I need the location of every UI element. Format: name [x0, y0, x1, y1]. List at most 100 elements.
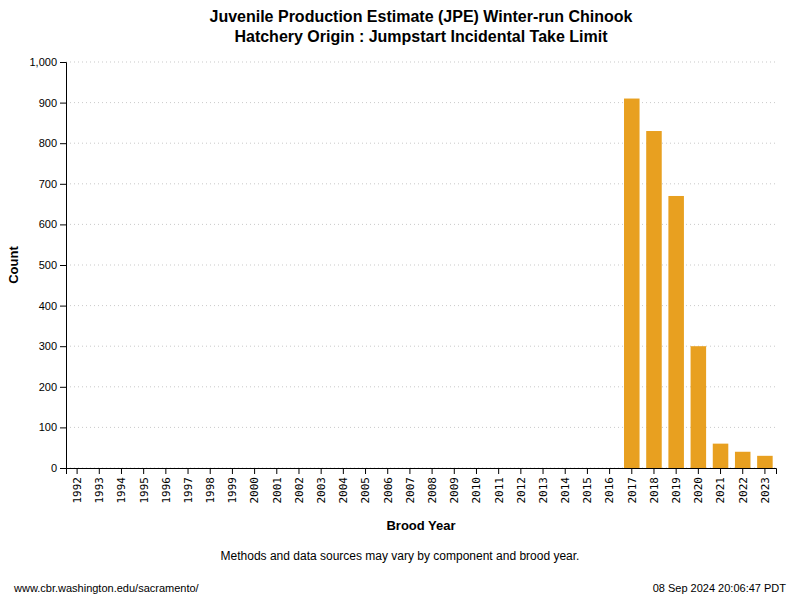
title: Juvenile Production Estimate (JPE) Winte… — [209, 8, 632, 25]
tick-label: 400 — [39, 300, 57, 312]
tick-mark — [60, 265, 66, 266]
tick-label: 2010 — [470, 477, 483, 504]
bar — [535, 468, 551, 469]
tick-mark — [143, 468, 144, 474]
tick-mark — [653, 468, 654, 474]
bar — [491, 468, 507, 469]
tick-mark — [520, 468, 521, 474]
tick-label: 2013 — [537, 477, 550, 504]
bar — [646, 131, 662, 468]
tick: 1993 — [93, 468, 106, 504]
tick-label: 2022 — [737, 477, 750, 504]
x-axis-label: Brood Year — [386, 518, 455, 533]
tick-mark — [60, 184, 66, 185]
tick: 2008 — [426, 468, 439, 504]
tick-mark — [60, 346, 66, 347]
bars — [624, 99, 773, 468]
tick: 1996 — [160, 468, 173, 504]
tick: 900 — [39, 97, 66, 109]
tick: 300 — [39, 340, 66, 352]
tick: 2003 — [315, 468, 328, 504]
tick-label: 1999 — [226, 477, 239, 504]
tick-mark — [254, 468, 255, 474]
tick-mark — [543, 468, 544, 474]
tick: 2009 — [448, 468, 461, 504]
bar — [247, 468, 263, 469]
bar — [202, 468, 218, 469]
tick-mark — [60, 143, 66, 144]
bar — [624, 99, 640, 468]
tick: 2022 — [737, 468, 750, 504]
tick: 2015 — [581, 468, 594, 504]
grid-line — [66, 183, 776, 184]
bar — [180, 468, 196, 469]
tick: 2020 — [692, 468, 705, 504]
tick-label: 700 — [39, 178, 57, 190]
bar — [757, 456, 773, 468]
tick-mark — [210, 468, 211, 474]
tick-mark — [764, 468, 765, 474]
tick: 2023 — [759, 468, 772, 504]
tick-mark — [365, 468, 366, 474]
tick-mark — [60, 62, 66, 63]
tick-label: 1992 — [71, 477, 84, 504]
source-url: www.cbr.washington.edu/sacramento/ — [13, 582, 200, 594]
tick-label: 2012 — [515, 477, 528, 504]
tick: 1992 — [71, 468, 84, 504]
tick-label: 2002 — [293, 477, 306, 504]
tick-label: 1998 — [204, 477, 217, 504]
tick: 400 — [39, 300, 66, 312]
tick-label: 2001 — [271, 477, 284, 504]
tick-label: 100 — [39, 421, 57, 433]
tick: 2011 — [493, 468, 506, 504]
tick-label: 2018 — [648, 477, 661, 504]
tick: 100 — [39, 421, 66, 433]
tick: 2014 — [559, 468, 572, 504]
tick: 2001 — [271, 468, 284, 504]
timestamp: 08 Sep 2024 20:06:47 PDT — [653, 582, 787, 594]
tick: 2007 — [404, 468, 417, 504]
tick: 200 — [39, 381, 66, 393]
tick-label: 2009 — [448, 477, 461, 504]
tick-mark — [409, 468, 410, 474]
tick: 2002 — [293, 468, 306, 504]
tick-label: 2016 — [603, 477, 616, 504]
tick-mark — [343, 468, 344, 474]
bar — [447, 468, 463, 469]
axis-line — [67, 469, 777, 475]
tick-mark — [298, 468, 299, 474]
tick-label: 2008 — [426, 477, 439, 504]
footnote: Methods and data sources may vary by com… — [221, 549, 580, 563]
tick-mark — [60, 306, 66, 307]
y-axis-label: Count — [6, 246, 21, 284]
bar — [713, 444, 729, 468]
tick-label: 2014 — [559, 477, 572, 504]
tick-mark — [631, 468, 632, 474]
tick-label: 200 — [39, 381, 57, 393]
tick-label: 2021 — [714, 477, 727, 504]
bar — [313, 468, 329, 469]
tick: 2013 — [537, 468, 550, 504]
tick: 0 — [51, 462, 66, 474]
tick-mark — [60, 224, 66, 225]
tick: 2018 — [648, 468, 661, 504]
tick: 1998 — [204, 468, 217, 504]
tick-mark — [321, 468, 322, 474]
bar — [158, 468, 174, 469]
tick-mark — [432, 468, 433, 474]
tick: 1997 — [182, 468, 195, 504]
bar — [668, 196, 684, 468]
bar — [92, 468, 108, 469]
bar — [336, 468, 352, 469]
tick-mark — [565, 468, 566, 474]
bar — [69, 468, 85, 469]
tick-mark — [188, 468, 189, 474]
tick-label: 2003 — [315, 477, 328, 504]
tick-label: 1995 — [138, 477, 151, 504]
tick-label: 800 — [39, 137, 57, 149]
tick-mark — [276, 468, 277, 474]
x-axis: 1992199319941995199619971998199920002001… — [67, 468, 777, 504]
tick-label: 1997 — [182, 477, 195, 504]
axis-line — [60, 63, 67, 469]
bar — [557, 468, 573, 469]
